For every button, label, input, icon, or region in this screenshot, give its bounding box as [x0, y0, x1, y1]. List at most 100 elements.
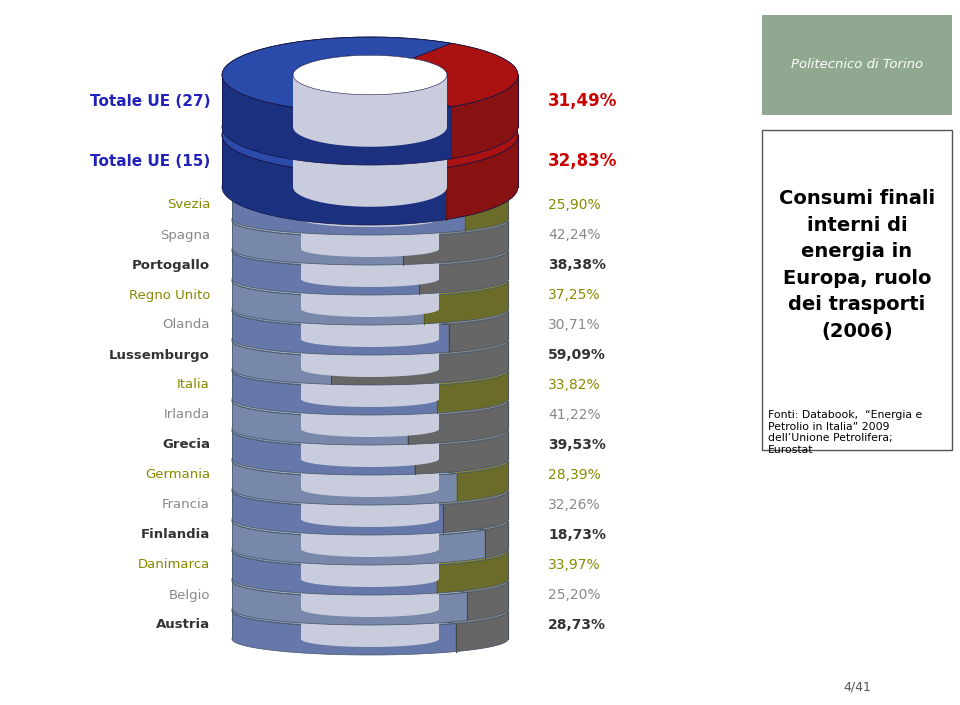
Polygon shape [232, 611, 508, 655]
Text: Belgio: Belgio [169, 589, 210, 601]
Polygon shape [370, 537, 508, 565]
Ellipse shape [232, 175, 508, 207]
Ellipse shape [301, 273, 439, 289]
Polygon shape [301, 273, 439, 309]
Polygon shape [232, 401, 508, 445]
Polygon shape [232, 341, 508, 385]
Ellipse shape [301, 543, 439, 559]
Polygon shape [408, 401, 508, 444]
Polygon shape [301, 371, 439, 407]
Polygon shape [448, 311, 508, 352]
Text: 28,39%: 28,39% [548, 468, 601, 482]
Text: Svezia: Svezia [167, 199, 210, 212]
Polygon shape [232, 491, 508, 535]
Ellipse shape [301, 243, 439, 259]
Polygon shape [301, 341, 439, 377]
Polygon shape [232, 221, 508, 265]
Ellipse shape [222, 97, 518, 173]
Polygon shape [232, 581, 508, 625]
Polygon shape [465, 191, 508, 231]
Text: Totale UE (15): Totale UE (15) [89, 154, 210, 168]
Polygon shape [232, 251, 508, 295]
Ellipse shape [232, 205, 508, 237]
Text: Germania: Germania [145, 469, 210, 482]
Polygon shape [301, 281, 439, 317]
Polygon shape [232, 521, 508, 565]
Polygon shape [301, 431, 439, 467]
Polygon shape [222, 75, 518, 165]
Polygon shape [370, 448, 508, 474]
Polygon shape [403, 221, 508, 264]
Ellipse shape [222, 37, 518, 113]
Ellipse shape [301, 423, 439, 439]
Polygon shape [301, 581, 439, 617]
Ellipse shape [232, 355, 508, 387]
Polygon shape [437, 551, 508, 593]
Polygon shape [370, 599, 508, 623]
Ellipse shape [232, 595, 508, 627]
Polygon shape [301, 543, 439, 579]
Text: Politecnico di Torino: Politecnico di Torino [791, 59, 924, 71]
Ellipse shape [301, 513, 439, 529]
Text: 4/41: 4/41 [843, 680, 871, 693]
Text: 32,83%: 32,83% [548, 152, 617, 170]
Text: Spagna: Spagna [160, 228, 210, 242]
Ellipse shape [301, 543, 439, 559]
Polygon shape [420, 251, 508, 294]
Ellipse shape [232, 265, 508, 297]
Polygon shape [232, 461, 508, 505]
Text: Finlandia: Finlandia [141, 529, 210, 541]
Text: Italia: Italia [178, 379, 210, 391]
Ellipse shape [232, 565, 508, 597]
Polygon shape [301, 573, 439, 609]
Polygon shape [301, 491, 439, 527]
Polygon shape [301, 453, 439, 489]
Polygon shape [293, 55, 447, 127]
Text: 42,24%: 42,24% [548, 228, 601, 242]
Ellipse shape [301, 423, 439, 439]
Text: Danimarca: Danimarca [137, 558, 210, 572]
Text: 38,38%: 38,38% [548, 258, 606, 272]
Ellipse shape [232, 505, 508, 537]
Ellipse shape [301, 243, 439, 259]
Ellipse shape [301, 213, 439, 229]
Ellipse shape [301, 483, 439, 499]
Text: Olanda: Olanda [162, 319, 210, 331]
Ellipse shape [232, 475, 508, 507]
Ellipse shape [301, 333, 439, 349]
Polygon shape [301, 213, 439, 249]
Text: 39,53%: 39,53% [548, 438, 606, 452]
Ellipse shape [301, 453, 439, 469]
Ellipse shape [301, 603, 439, 619]
Polygon shape [370, 512, 508, 530]
Text: 28,73%: 28,73% [548, 618, 606, 632]
Text: Totale UE (27): Totale UE (27) [89, 94, 210, 109]
Ellipse shape [301, 183, 439, 199]
Polygon shape [455, 611, 508, 651]
Ellipse shape [232, 385, 508, 417]
Ellipse shape [301, 333, 439, 349]
Polygon shape [301, 461, 439, 497]
Text: 31,49%: 31,49% [548, 92, 617, 110]
Text: 32,26%: 32,26% [548, 498, 601, 512]
Ellipse shape [301, 303, 439, 319]
Ellipse shape [301, 513, 439, 529]
Polygon shape [370, 298, 508, 324]
Text: Consumi finali
interni di
energia in
Europa, ruolo
dei trasporti
(2006): Consumi finali interni di energia in Eur… [779, 189, 935, 341]
FancyBboxPatch shape [762, 15, 952, 115]
Ellipse shape [232, 235, 508, 267]
Polygon shape [232, 191, 508, 235]
Polygon shape [222, 135, 518, 225]
Polygon shape [451, 75, 518, 159]
Polygon shape [232, 551, 508, 595]
Text: 25,20%: 25,20% [548, 588, 601, 602]
Ellipse shape [232, 325, 508, 357]
Polygon shape [301, 513, 439, 549]
Text: 25,90%: 25,90% [548, 198, 601, 212]
Ellipse shape [232, 415, 508, 447]
Text: Lussemburgo: Lussemburgo [109, 348, 210, 362]
Polygon shape [301, 183, 439, 219]
Ellipse shape [301, 273, 439, 289]
Ellipse shape [293, 115, 447, 155]
Polygon shape [232, 281, 508, 325]
